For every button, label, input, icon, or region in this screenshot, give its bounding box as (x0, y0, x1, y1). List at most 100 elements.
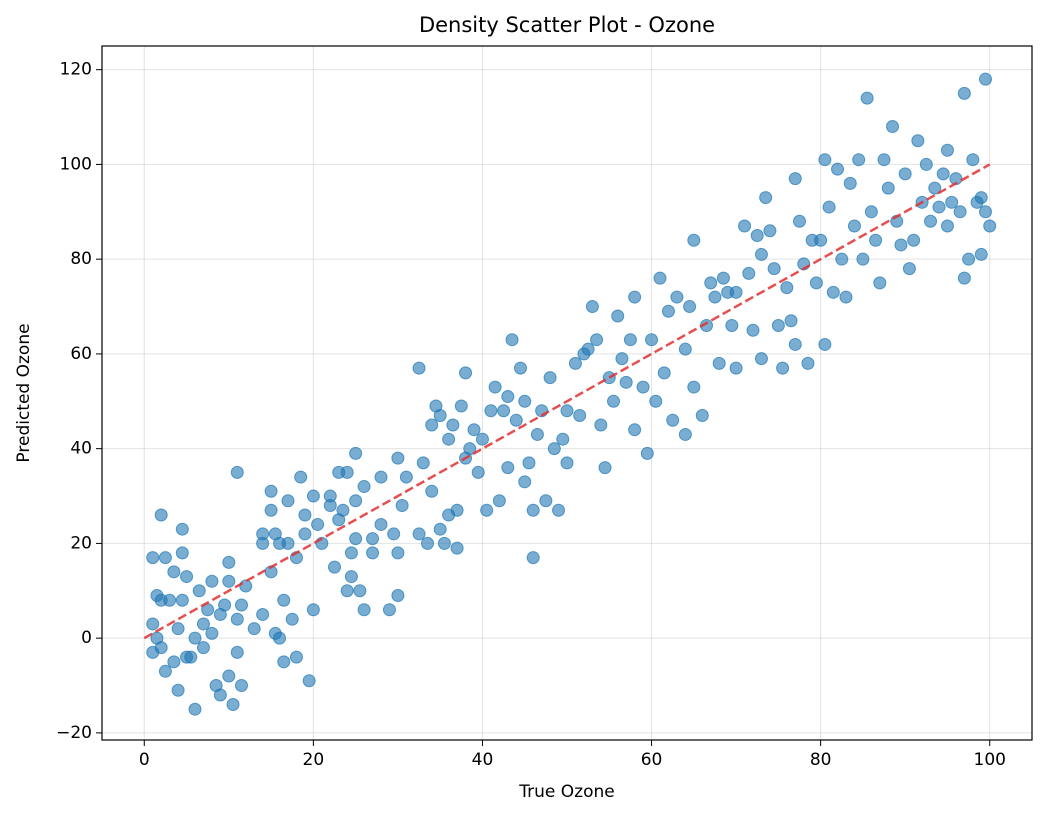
point (306, 489, 320, 503)
point (940, 219, 954, 233)
point (421, 536, 434, 550)
point (374, 517, 388, 531)
point (611, 309, 625, 323)
point (184, 650, 198, 664)
point (167, 655, 181, 669)
y-tick-label: 0 (81, 628, 92, 648)
point (678, 342, 692, 356)
point (484, 404, 498, 418)
point (501, 461, 515, 475)
point (763, 224, 777, 238)
point (716, 271, 730, 285)
point (640, 446, 654, 460)
point (556, 432, 570, 446)
point (945, 195, 959, 209)
point (793, 214, 806, 228)
point (336, 503, 350, 517)
point (877, 153, 891, 167)
point (442, 432, 456, 446)
reference-line (143, 163, 991, 640)
point (695, 409, 709, 423)
point (175, 546, 189, 560)
point (907, 233, 921, 247)
point (180, 570, 194, 584)
point (940, 143, 954, 157)
point (230, 645, 244, 659)
point (864, 205, 878, 219)
point (192, 584, 206, 598)
y-tick-label: 40 (70, 439, 92, 459)
y-tick-label: 120 (60, 60, 92, 80)
point (446, 418, 460, 432)
point (552, 503, 566, 517)
point (374, 470, 388, 484)
point (712, 356, 726, 370)
point (175, 593, 189, 607)
point (835, 252, 849, 266)
point (222, 555, 236, 569)
point (450, 503, 464, 517)
point (780, 281, 794, 295)
point (543, 371, 557, 385)
point (450, 541, 464, 555)
point (784, 314, 798, 328)
point (742, 266, 756, 280)
point (924, 214, 938, 228)
point (412, 527, 426, 541)
point (767, 262, 781, 276)
point (239, 579, 253, 593)
y-tick-label: −20 (56, 723, 92, 743)
point (729, 361, 743, 375)
x-tick-label: 20 (303, 750, 325, 770)
point (467, 423, 481, 437)
point (222, 669, 236, 683)
point (860, 91, 874, 105)
x-tick-label: 80 (810, 750, 832, 770)
point (222, 574, 236, 588)
point (416, 456, 430, 470)
point (167, 565, 181, 579)
point (357, 480, 371, 494)
point (218, 598, 232, 612)
point (505, 333, 519, 347)
point (230, 465, 244, 479)
point (979, 72, 992, 86)
point (847, 219, 861, 233)
point (395, 499, 409, 513)
point (932, 200, 946, 214)
point (340, 584, 354, 598)
point (911, 134, 925, 148)
point (788, 172, 802, 186)
point (454, 399, 468, 413)
point (788, 337, 802, 351)
point (619, 375, 633, 389)
point (966, 153, 980, 167)
point (391, 589, 405, 603)
point (158, 551, 172, 565)
point (738, 219, 752, 233)
point (459, 366, 473, 380)
point (298, 527, 312, 541)
point (750, 228, 764, 242)
point (399, 470, 413, 484)
point (311, 517, 325, 531)
point (294, 470, 308, 484)
point (526, 503, 540, 517)
point (894, 238, 908, 252)
point (277, 655, 291, 669)
point (230, 612, 244, 626)
point (615, 352, 629, 366)
point (522, 456, 536, 470)
point (628, 290, 642, 304)
point (666, 413, 680, 427)
point (873, 276, 887, 290)
point (928, 181, 942, 195)
point (898, 167, 912, 181)
point (814, 233, 828, 247)
point (826, 285, 840, 299)
point (518, 394, 532, 408)
point (560, 404, 574, 418)
point (340, 465, 354, 479)
x-tick-label: 60 (641, 750, 663, 770)
point (509, 413, 523, 427)
